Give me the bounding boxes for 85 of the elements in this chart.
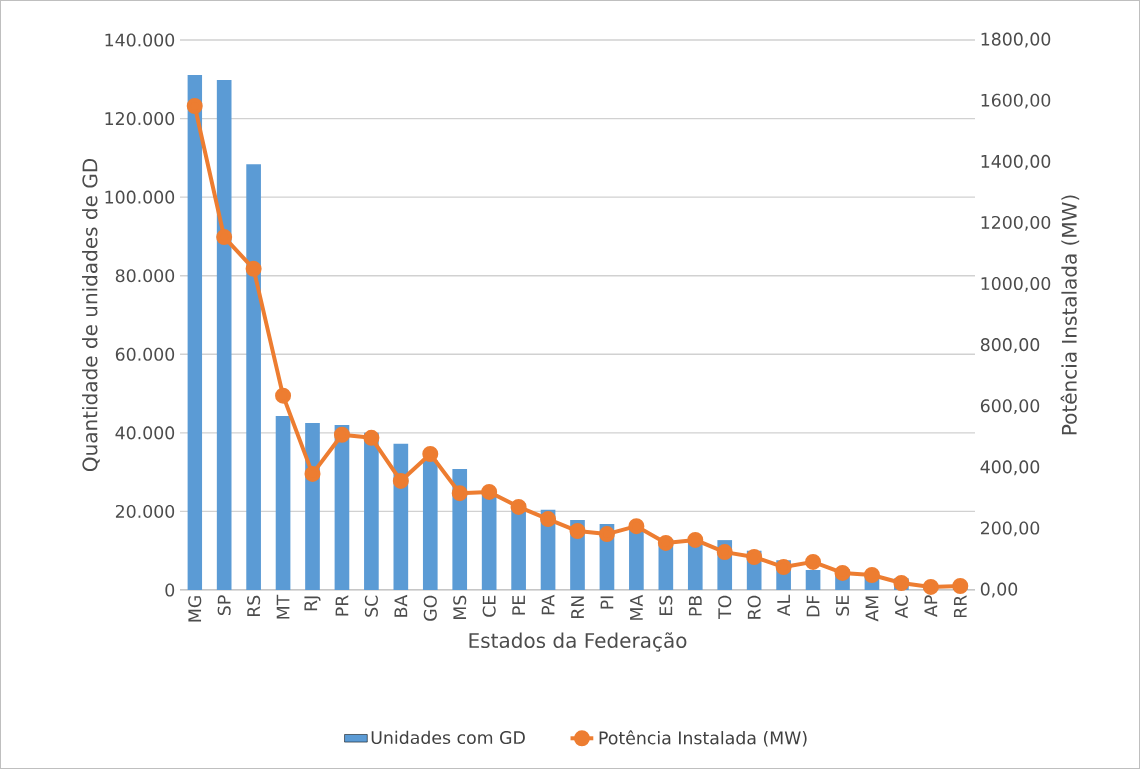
y2-axis-title: Potência Instalada (MW) [1060,195,1080,435]
y-axis-title: Quantidade de unidades de GD [82,159,100,472]
x-tick-label: AP [924,595,938,617]
y-tick-label: 120.000 [105,112,175,126]
x-tick-label: PA [541,594,555,615]
y-tick-label: 80.000 [115,269,175,283]
legend-label: Potência Instalada (MW) [599,730,807,747]
x-tick-label: PE [512,595,525,615]
x-tick-label: SE [835,595,850,616]
x-tick-label: SP [217,595,231,616]
y2-tick-label: 600,00 [980,399,1040,415]
bar [187,74,203,590]
x-tick-label: PR [335,595,349,616]
point [628,518,645,535]
bar [216,80,232,590]
x-tick-label: CE [482,595,496,617]
point [540,511,557,528]
point [834,564,851,581]
y2-tick-label: 1200,00 [981,215,1051,231]
x-tick-label: AC [894,595,908,619]
y2-tick-label: 0,00 [980,582,1018,598]
point [922,578,939,595]
x-tick-label: BA [394,594,408,617]
y2-tick-label: 400,00 [980,460,1040,476]
y2-tick-label: 200,00 [980,521,1040,537]
bar [275,415,291,590]
point [245,260,262,277]
x-tick-label: PI [600,596,614,609]
y-tick-label: 40.000 [115,426,175,440]
y2-tick-label: 1400,00 [981,154,1051,170]
point [275,387,292,404]
x-tick-label: RN [571,596,584,619]
point [657,534,674,551]
x-tick-label: ES [659,595,673,615]
y-tick-label: 140.000 [105,33,175,47]
x-tick-label: GO [423,595,437,621]
point [687,531,704,548]
point [569,523,586,540]
y-tick-label: 20.000 [115,504,175,518]
point [451,485,468,502]
y-tick-label: 100.000 [105,190,175,204]
point [775,559,792,576]
x-tick-label: RR [953,595,967,618]
x-tick-label: MA [630,594,643,620]
bar [805,569,821,590]
point [716,544,733,561]
point [186,98,203,114]
y2-tick-label: 1800,00 [981,32,1051,48]
bar [246,164,261,590]
point [746,549,763,565]
point [952,578,969,595]
point [805,553,822,570]
x-tick-label: PB [688,595,702,616]
x-tick-label: AL [777,594,790,617]
x-tick-label: RS [247,595,261,617]
point [510,498,527,515]
point [333,426,350,443]
x-tick-label: DF [806,595,820,617]
x-tick-label: MS [453,595,467,619]
point [304,465,321,482]
bar [364,432,379,590]
x-tick-label: RJ [304,596,321,611]
point [216,229,233,246]
point [598,526,615,543]
x-tick-label: AM [865,596,879,622]
x-axis-title: Estados da Federação [469,632,687,652]
point [422,446,439,463]
y-tick-label: 60.000 [115,347,175,361]
y2-tick-label: 1000,00 [981,277,1051,292]
x-tick-label: RO [747,595,761,619]
legend-label: Unidades com GD [371,730,525,745]
y-tick-label: 0 [165,583,175,597]
y2-tick-label: 800,00 [980,338,1040,353]
x-tick-label: SC [364,595,378,617]
point [392,472,409,489]
point [893,574,910,591]
x-tick-label: MG [188,596,202,622]
y2-tick-label: 1600,00 [981,93,1051,109]
point [363,429,380,446]
x-tick-label: TO [718,595,732,619]
bar [629,527,644,590]
bar [422,460,438,590]
point [481,483,498,500]
x-tick-label: MT [276,594,290,619]
point [863,567,880,584]
